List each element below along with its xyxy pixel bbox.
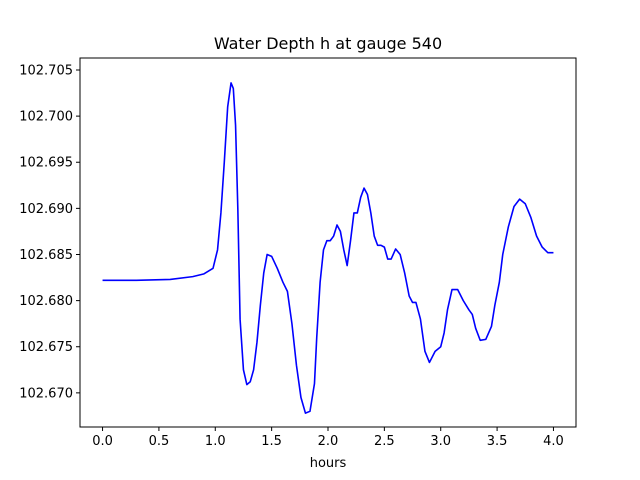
x-tick-label: 0.0	[92, 434, 113, 449]
y-tick-label: 102.690	[19, 202, 73, 217]
x-tick-label: 2.5	[374, 434, 395, 449]
x-tick-label: 4.0	[543, 434, 564, 449]
y-axis: 102.670 102.675 102.680 102.685 102.690 102.6…	[19, 63, 80, 401]
plot-area	[102, 82, 554, 414]
series-line-0	[102, 82, 554, 414]
x-tick-label: 2.0	[318, 434, 339, 449]
y-tick-label: 102.700	[19, 110, 73, 125]
chart-title: Water Depth h at gauge 540	[214, 34, 442, 53]
y-tick-label: 102.685	[19, 248, 73, 263]
plot-frame	[79, 57, 577, 428]
y-tick-label: 102.670	[19, 386, 73, 401]
y-tick-label: 102.675	[19, 340, 73, 355]
y-tick-label: 102.695	[19, 156, 73, 171]
x-tick-label: 0.5	[149, 434, 170, 449]
x-tick-label: 3.0	[430, 434, 451, 449]
y-tick-label: 102.680	[19, 294, 73, 309]
x-tick-label: 1.0	[205, 434, 226, 449]
y-tick-label: 102.705	[19, 63, 73, 78]
x-axis: 0.0 0.5 1.0 1.5 2.0 2.5 3.0 3.5 4.0	[92, 427, 564, 449]
x-tick-label: 1.5	[261, 434, 282, 449]
x-tick-label: 3.5	[487, 434, 508, 449]
x-axis-label: hours	[310, 456, 347, 471]
